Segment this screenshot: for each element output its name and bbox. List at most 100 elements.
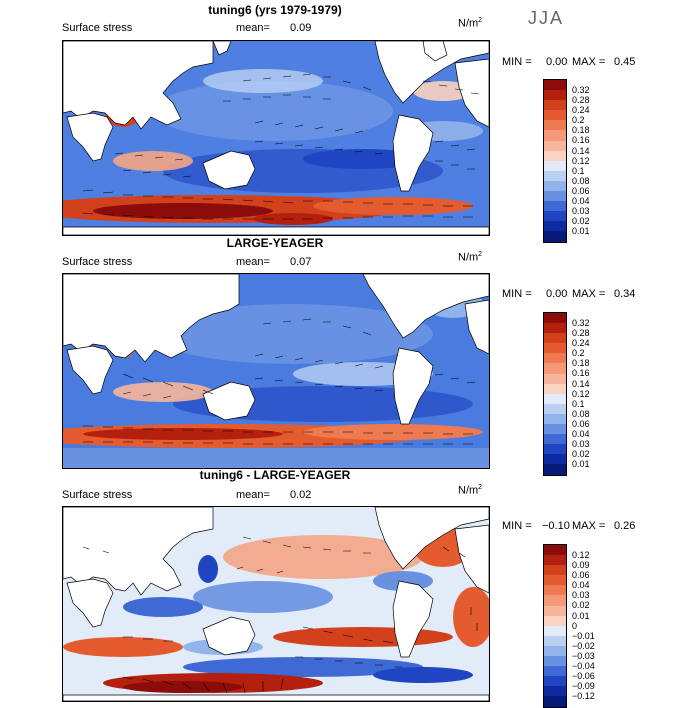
colorbar-swatch bbox=[544, 373, 566, 384]
panel-3-units: N/m2 bbox=[458, 484, 483, 497]
colorbar-tick-label: 0.32 bbox=[572, 85, 590, 95]
colorbar-tick-label: 0.24 bbox=[572, 338, 590, 349]
colorbar-swatch bbox=[544, 403, 566, 414]
colorbar-swatch bbox=[544, 221, 566, 232]
colorbar-tick-label: −0.04 bbox=[572, 661, 595, 672]
colorbar-swatch bbox=[544, 383, 566, 394]
colorbar-tick-label: 0.2 bbox=[572, 115, 585, 126]
colorbar-tick-label: 0.24 bbox=[572, 105, 590, 116]
colorbar-swatch bbox=[544, 565, 566, 576]
panel-1-title: tuning6 (yrs 1979-1979) bbox=[208, 3, 342, 17]
colorbar-swatch bbox=[544, 120, 566, 131]
colorbar-swatch bbox=[544, 545, 566, 556]
colorbar-tick-label: 0.02 bbox=[572, 449, 590, 460]
colorbar-swatch bbox=[544, 130, 566, 141]
panel-1-mean-label: mean= bbox=[236, 22, 270, 34]
panel-1-min-label: MIN = bbox=[502, 56, 532, 68]
colorbar-tick-label: 0.01 bbox=[572, 459, 590, 470]
colorbar-tick-label: 0 bbox=[572, 620, 578, 631]
colorbar-tick-label: 0.16 bbox=[572, 135, 590, 146]
colorbar-tick-label: 0.04 bbox=[572, 580, 590, 591]
panel-2-map bbox=[62, 273, 490, 469]
panel-3-colorbar bbox=[543, 544, 567, 708]
colorbar-swatch bbox=[544, 555, 566, 566]
colorbar-tick-label: 0.08 bbox=[572, 408, 590, 419]
panel-1-units: N/m2 bbox=[458, 17, 483, 30]
colorbar-swatch bbox=[544, 191, 566, 202]
colorbar-swatch bbox=[544, 575, 566, 586]
colorbar-swatch bbox=[544, 424, 566, 435]
panel-3-colorbar-ticks: 0.12 0.09 0.06 0.04 0.03 0.02 0.01 0 −0.01 −0.02−… bbox=[572, 550, 595, 701]
panel-1-max-value: 0.45 bbox=[614, 56, 636, 68]
colorbar-tick-label: 0.02 bbox=[572, 216, 590, 227]
colorbar-swatch bbox=[544, 615, 566, 626]
panel-3-max-label: MAX = bbox=[572, 520, 606, 532]
colorbar-tick-label: 0.06 bbox=[572, 185, 590, 196]
colorbar-tick-label: 0.03 bbox=[572, 206, 590, 217]
colorbar-swatch bbox=[544, 686, 566, 697]
panel-3-field-label: Surface stress bbox=[62, 489, 133, 501]
colorbar-tick-label: 0.14 bbox=[572, 145, 590, 156]
colorbar-tick-label: −0.01 bbox=[572, 630, 595, 641]
panel-1-map-svg bbox=[63, 41, 489, 235]
colorbar-swatch bbox=[544, 434, 566, 445]
colorbar-swatch bbox=[544, 464, 566, 475]
panel-3-map bbox=[62, 506, 490, 702]
colorbar-tick-label: 0.1 bbox=[572, 165, 585, 176]
colorbar-swatch bbox=[544, 90, 566, 101]
colorbar-tick-label: 0.16 bbox=[572, 368, 590, 379]
colorbar-tick-label: 0.28 bbox=[572, 328, 590, 339]
colorbar-swatch bbox=[544, 595, 566, 606]
colorbar-swatch bbox=[544, 393, 566, 404]
colorbar-tick-label: 0.1 bbox=[572, 398, 585, 409]
colorbar-swatch bbox=[544, 363, 566, 374]
season-label: JJA bbox=[528, 8, 565, 28]
panel-2-map-svg bbox=[63, 274, 489, 468]
colorbar-tick-label: −0.09 bbox=[572, 681, 595, 692]
colorbar-swatch bbox=[544, 211, 566, 222]
panel-1-mean-value: 0.09 bbox=[290, 22, 312, 34]
panel-3-max-value: 0.26 bbox=[614, 520, 636, 532]
colorbar-swatch bbox=[544, 80, 566, 91]
colorbar-swatch bbox=[544, 696, 566, 707]
colorbar-swatch bbox=[544, 110, 566, 121]
colorbar-swatch bbox=[544, 100, 566, 111]
panel-2-min-value: 0.00 bbox=[546, 288, 568, 300]
colorbar-tick-label: 0.09 bbox=[572, 560, 590, 571]
colorbar-swatch bbox=[544, 201, 566, 212]
panel-2-units: N/m2 bbox=[458, 251, 483, 264]
colorbar-swatch bbox=[544, 150, 566, 161]
colorbar-tick-label: 0.06 bbox=[572, 570, 590, 581]
panel-2-mean-value: 0.07 bbox=[290, 256, 312, 268]
panel-2-max-label: MAX = bbox=[572, 288, 606, 300]
colorbar-swatch bbox=[544, 676, 566, 687]
colorbar-swatch bbox=[544, 353, 566, 364]
panel-2-mean-label: mean= bbox=[236, 256, 270, 268]
panel-2-title: LARGE-YEAGER bbox=[226, 236, 324, 250]
panel-2-colorbar-ticks: 0.32 0.28 0.24 0.2 0.18 0.16 0.14 0.12 0.1 0.08 0.… bbox=[572, 318, 590, 469]
colorbar-tick-label: 0.28 bbox=[572, 95, 590, 106]
panel-3-map-svg bbox=[63, 507, 489, 701]
colorbar-swatch bbox=[544, 170, 566, 181]
colorbar-tick-label: 0.03 bbox=[572, 439, 590, 450]
panel-1-colorbar-ticks: 0.32 0.28 0.24 0.2 0.18 0.16 0.14 0.12 0.1 0.08 0.… bbox=[572, 85, 590, 236]
colorbar-tick-label: 0.18 bbox=[572, 358, 590, 369]
colorbar-swatch bbox=[544, 444, 566, 455]
colorbar-tick-label: 0.12 bbox=[572, 388, 590, 399]
colorbar-tick-label: 0.01 bbox=[572, 226, 590, 237]
colorbar-tick-label: 0.08 bbox=[572, 175, 590, 186]
colorbar-swatch bbox=[544, 140, 566, 151]
colorbar-swatch bbox=[544, 605, 566, 616]
colorbar-swatch bbox=[544, 323, 566, 334]
panel-2-field-label: Surface stress bbox=[62, 256, 133, 268]
colorbar-tick-label: 0.32 bbox=[572, 318, 590, 328]
colorbar-tick-label: 0.02 bbox=[572, 600, 590, 611]
colorbar-tick-label: 0.2 bbox=[572, 348, 585, 359]
colorbar-tick-label: 0.12 bbox=[572, 550, 590, 560]
panel-2-colorbar bbox=[543, 312, 567, 476]
panel-3-title: tuning6 - LARGE-YEAGER bbox=[199, 468, 351, 482]
panel-1-min-value: 0.00 bbox=[546, 56, 568, 68]
colorbar-swatch bbox=[544, 585, 566, 596]
colorbar-tick-label: 0.12 bbox=[572, 155, 590, 166]
colorbar-tick-label: 0.14 bbox=[572, 378, 590, 389]
